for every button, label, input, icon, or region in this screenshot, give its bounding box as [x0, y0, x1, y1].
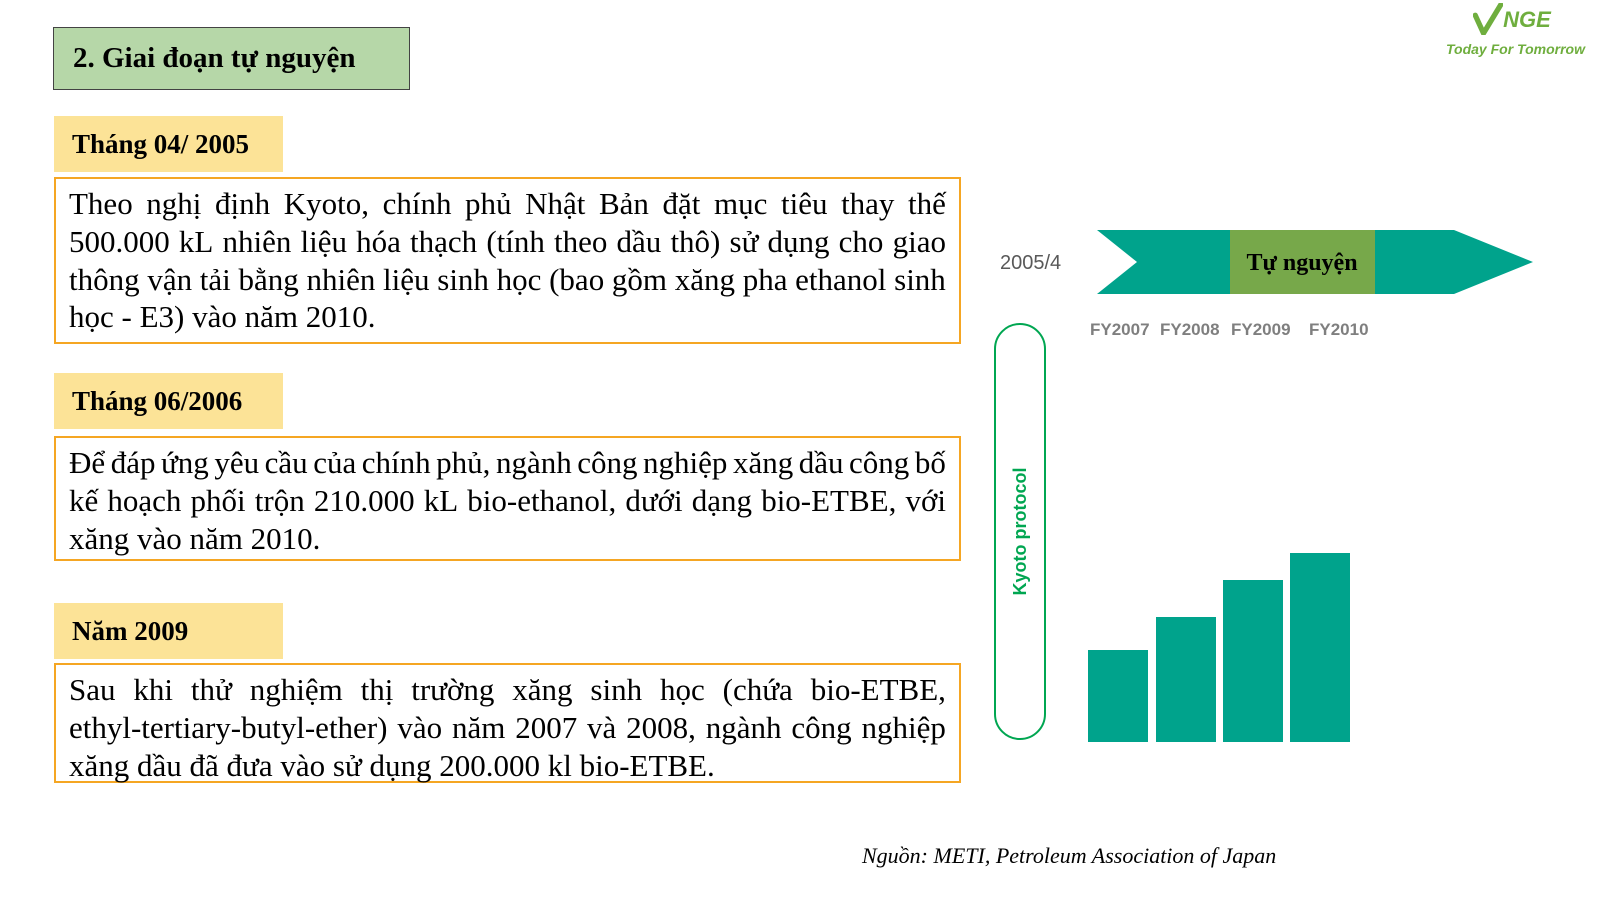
- svg-text:Tự nguyện: Tự nguyện: [1246, 250, 1357, 276]
